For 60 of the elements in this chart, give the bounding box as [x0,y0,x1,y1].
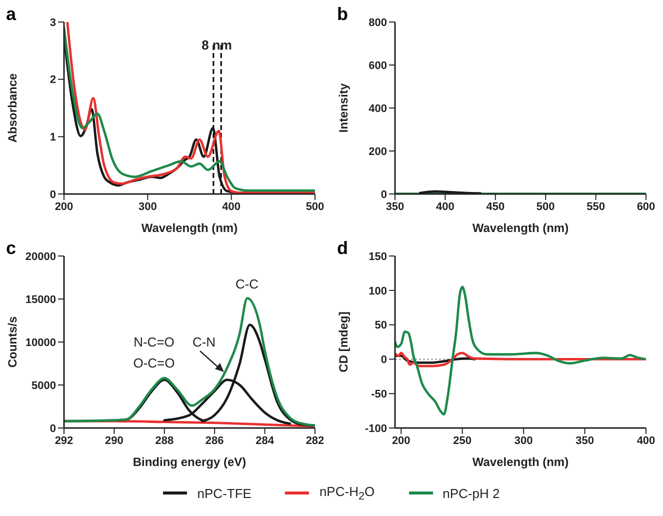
y-axis-title: CD [mdeg] [336,312,350,372]
x-tick-label: 400 [436,200,454,213]
y-tick-label: 10000 [25,336,56,349]
annotation: O-C=O [133,356,175,370]
x-tick-label: 292 [54,434,74,447]
annotation: C-C [235,276,259,292]
y-tick-label: 3 [50,16,56,29]
x-tick-label: 290 [105,434,124,447]
x-tick-label: 300 [514,434,533,447]
x-axis-title: Wavelength (nm) [472,221,569,235]
x-tick-label: 550 [586,200,605,213]
legend-label: nPC-TFE [197,486,252,501]
y-tick-label: 0 [50,422,56,435]
y-tick-label: 0 [380,188,387,201]
y-tick-label: 50 [374,320,387,332]
chart-title: a [6,4,16,25]
x-tick-label: 400 [636,434,656,447]
x-tick-label: 300 [138,200,157,213]
x-axis-title: Wavelength (nm) [472,455,569,469]
y-axis-title: Absorbance [5,73,20,143]
chart-title: d [337,238,348,259]
y-axis-title: Intensity [336,83,350,133]
y-tick-label: 600 [368,60,387,72]
y-tick-label: 200 [368,146,387,158]
legend-label: nPC-pH 2 [442,486,500,501]
annotation: 8 nm [202,38,232,53]
x-tick-label: 400 [222,200,241,213]
y-tick-label: 0 [380,354,387,366]
x-tick-label: 286 [205,434,224,447]
y-tick-label: -50 [371,388,387,401]
x-tick-label: 288 [155,434,174,447]
y-tick-label: 150 [368,250,387,263]
chart-title: c [6,238,16,259]
y-tick-label: 5000 [32,380,56,392]
x-axis-title: Wavelength (nm) [141,221,238,235]
chart-title: b [337,4,348,25]
y-tick-label: 1 [50,132,56,144]
y-tick-label: 15000 [25,294,56,306]
annotation: N-C=O [134,334,174,350]
x-tick-label: 250 [453,434,472,447]
x-tick-label: 500 [536,200,555,213]
x-tick-label: 500 [306,200,324,213]
x-tick-label: 350 [386,200,404,213]
legend-label: nPC-H$_{2}$O [319,484,375,503]
y-tick-label: 400 [368,102,387,115]
y-tick-label: 2 [50,74,56,86]
y-axis-title: Counts/s [5,316,20,368]
y-tick-label: 100 [368,285,387,298]
y-tick-label: 0 [50,188,56,201]
x-tick-label: 350 [576,434,594,447]
x-tick-label: 200 [392,434,410,447]
x-tick-label: 282 [306,434,324,447]
annotation: C-N [192,334,216,350]
x-tick-label: 600 [636,200,656,213]
x-tick-label: 450 [486,200,505,213]
y-tick-label: -100 [364,422,387,435]
x-axis-title: Binding energy (eV) [132,455,246,469]
y-tick-label: 20000 [25,250,56,263]
y-tick-label: 800 [368,16,387,29]
x-tick-label: 284 [256,434,275,447]
